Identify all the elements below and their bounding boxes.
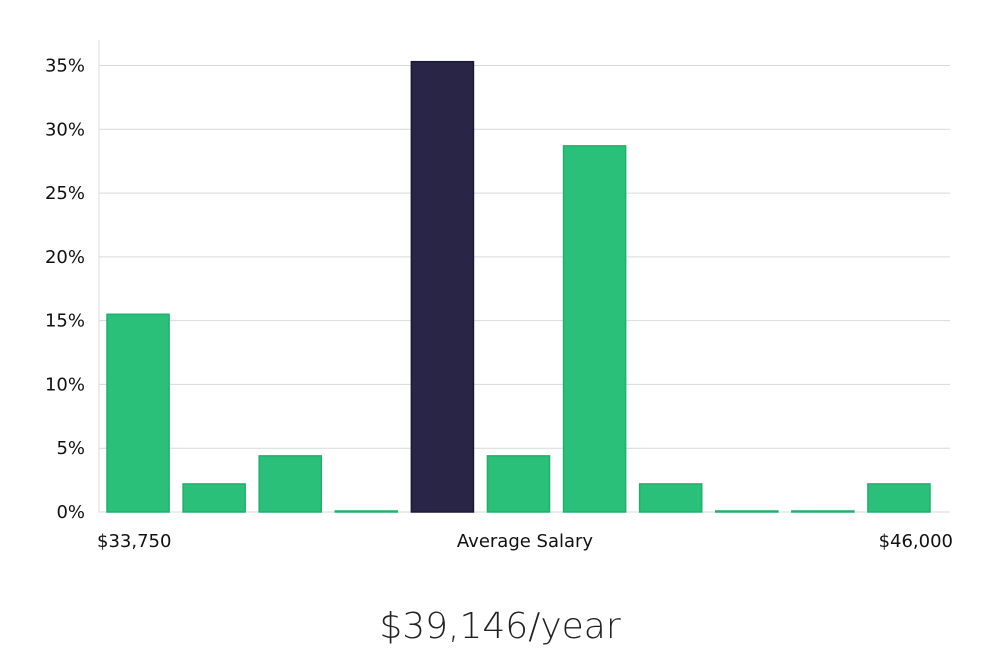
average-salary-value: $39,146/year bbox=[379, 606, 621, 647]
y-tick-label-10: 10% bbox=[45, 374, 85, 395]
y-tick-label-0: 0% bbox=[56, 502, 85, 523]
histogram-bar bbox=[867, 483, 931, 513]
y-tick-label-30: 30% bbox=[45, 119, 85, 140]
histogram-bar bbox=[106, 313, 170, 513]
histogram-bar bbox=[638, 483, 703, 513]
histogram-bar bbox=[182, 483, 246, 513]
histogram-bar bbox=[562, 145, 627, 513]
bars bbox=[106, 60, 931, 513]
histogram-bar-highlighted bbox=[410, 60, 475, 513]
y-tick-label-5: 5% bbox=[56, 438, 85, 459]
chart-svg: 0% 5% 10% 15% 20% 25% 30% 35% $33,750 Average S… bbox=[45, 40, 953, 552]
y-tick-label-25: 25% bbox=[45, 183, 85, 204]
x-axis-title: Average Salary bbox=[457, 531, 594, 552]
histogram-bar bbox=[791, 510, 855, 513]
x-axis-max-label: $46,000 bbox=[879, 531, 953, 552]
histogram-bar bbox=[258, 455, 323, 513]
y-tick-label-20: 20% bbox=[45, 247, 85, 268]
salary-histogram-chart: 0% 5% 10% 15% 20% 25% 30% 35% $33,750 Average S… bbox=[45, 40, 953, 552]
histogram-bar bbox=[714, 510, 779, 513]
x-axis-min-label: $33,750 bbox=[97, 531, 171, 552]
histogram-bar bbox=[486, 455, 551, 513]
y-tick-label-15: 15% bbox=[45, 311, 85, 332]
y-tick-label-35: 35% bbox=[45, 56, 85, 77]
histogram-bar bbox=[334, 510, 399, 513]
y-tick-labels: 0% 5% 10% 15% 20% 25% 30% 35% bbox=[45, 56, 85, 523]
grid-layer bbox=[99, 65, 950, 513]
